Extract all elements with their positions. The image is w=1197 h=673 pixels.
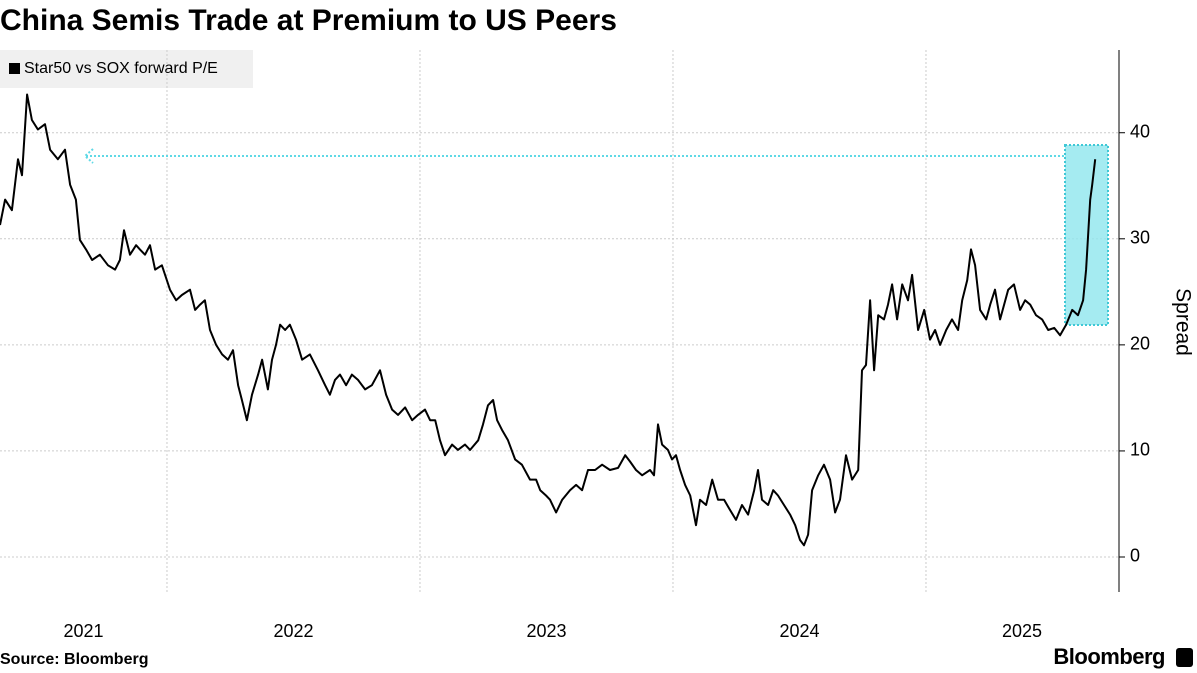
logo: Bloomberg bbox=[1053, 644, 1165, 669]
y-tick-label: 10 bbox=[1130, 440, 1150, 460]
logo-icon bbox=[1176, 648, 1193, 667]
highlight-box bbox=[1064, 144, 1109, 326]
legend-box bbox=[0, 50, 253, 88]
source: Source: Bloomberg bbox=[0, 651, 148, 668]
y-tick-label: 40 bbox=[1130, 121, 1150, 141]
x-tick-label: 2025 bbox=[1002, 621, 1042, 641]
arrow-head bbox=[83, 148, 94, 164]
chart-title: China Semis Trade at Premium to US Peers bbox=[0, 4, 617, 37]
x-tick-label: 2022 bbox=[273, 621, 313, 641]
x-tick-label: 2021 bbox=[63, 621, 103, 641]
y-tick-label: 20 bbox=[1130, 334, 1150, 354]
annotation bbox=[83, 144, 1109, 326]
y-tick-label: 30 bbox=[1130, 228, 1150, 248]
y-axis-label: Spread bbox=[1171, 288, 1194, 356]
legend-swatch bbox=[9, 63, 20, 74]
data-line bbox=[0, 93, 1097, 547]
legend-label: Star50 vs SOX forward P/E bbox=[24, 60, 218, 77]
x-tick-label: 2023 bbox=[526, 621, 566, 641]
x-tick-label: 2024 bbox=[779, 621, 819, 641]
y-tick-label: 0 bbox=[1130, 546, 1140, 566]
